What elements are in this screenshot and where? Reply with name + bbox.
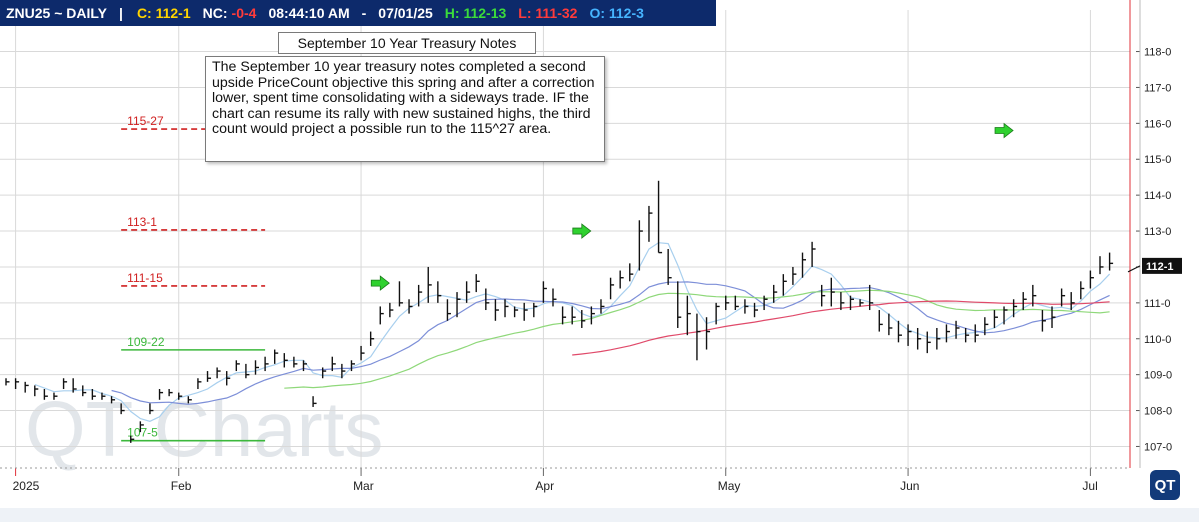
quote-header: ZNU25 ~ DAILY | C: 112-1 NC: -0-4 08:44:… — [0, 0, 716, 26]
net-change-value: -0-4 — [231, 5, 257, 21]
x-tick-label: Mar — [353, 479, 374, 493]
y-tick-label: 118-0 — [1144, 47, 1171, 59]
level-label: 113-1 — [127, 215, 157, 229]
commentary-note: The September 10 year treasury notes com… — [205, 56, 605, 162]
y-tick-label: 110-0 — [1144, 334, 1171, 346]
time-label: 08:44:10 AM — [268, 5, 350, 21]
y-tick-label: 117-0 — [1144, 82, 1171, 94]
y-tick-label: 107-0 — [1144, 441, 1172, 453]
moving-average-line — [111, 281, 1110, 405]
bottom-strip — [0, 508, 1199, 522]
level-label: 107-5 — [127, 426, 158, 440]
y-tick-label: 111-0 — [1144, 298, 1171, 310]
low-value: L: 111-32 — [518, 5, 578, 21]
qt-logo[interactable]: QT — [1150, 470, 1180, 500]
header-separator: | — [119, 5, 123, 21]
level-label: 115-27 — [127, 114, 164, 128]
x-tick-label: Apr — [535, 479, 554, 493]
chart-title-box: September 10 Year Treasury Notes — [278, 32, 536, 54]
date-label: 07/01/25 — [378, 5, 433, 21]
y-tick-label: 115-0 — [1144, 154, 1171, 166]
y-tick-label: 113-0 — [1144, 226, 1171, 238]
y-tick-label: 114-0 — [1144, 190, 1171, 202]
y-tick-label: 108-0 — [1144, 406, 1172, 418]
current-price-tag — [1142, 257, 1182, 274]
signal-arrow-icon — [994, 122, 1014, 139]
y-tick-label: 109-0 — [1144, 370, 1172, 382]
x-tick-label: Feb — [171, 479, 192, 493]
price-tag-pointer — [1127, 265, 1141, 273]
x-tick-label: Jun — [900, 479, 919, 493]
x-tick-label: May — [718, 479, 741, 493]
current-price-label: 112-1 — [1146, 261, 1174, 273]
symbol-label: ZNU25 ~ DAILY — [6, 5, 108, 21]
moving-average-line — [284, 289, 1110, 389]
x-tick-label: 2025 — [13, 479, 40, 493]
ohlc-bar-layer — [5, 180, 1114, 443]
watermark: QT Charts — [25, 385, 384, 473]
level-label: 111-15 — [127, 271, 163, 285]
y-tick-label: 116-0 — [1144, 118, 1171, 130]
x-tick-label: Jul — [1082, 479, 1097, 493]
level-layer: 115-27 113-1 111-15 109-22 107-5 — [121, 114, 266, 442]
close-value: C: 112-1 — [136, 5, 191, 21]
axis-layer: 107-0108-0109-0110-0111-0112-0113-0114-0… — [0, 0, 1182, 493]
time-date-separator: - — [361, 5, 367, 21]
open-value: O: 112-3 — [589, 5, 644, 21]
high-value: H: 112-13 — [444, 5, 507, 21]
grid-layer — [0, 10, 1130, 468]
signal-arrow-icon — [370, 275, 390, 291]
moving-average-line — [34, 242, 1111, 422]
level-label: 109-22 — [127, 335, 165, 349]
signal-arrow-icon — [572, 223, 592, 239]
signal-arrow-layer — [370, 122, 1014, 291]
price-chart[interactable]: 115-27 113-1 111-15 109-22 107-5 107-0 108-0 1… — [0, 0, 1199, 510]
net-change-label: NC: — [202, 5, 228, 21]
